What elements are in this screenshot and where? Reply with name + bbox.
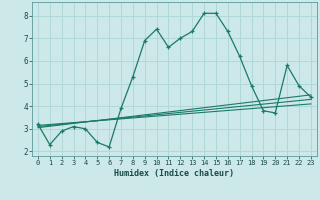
X-axis label: Humidex (Indice chaleur): Humidex (Indice chaleur) <box>115 169 234 178</box>
